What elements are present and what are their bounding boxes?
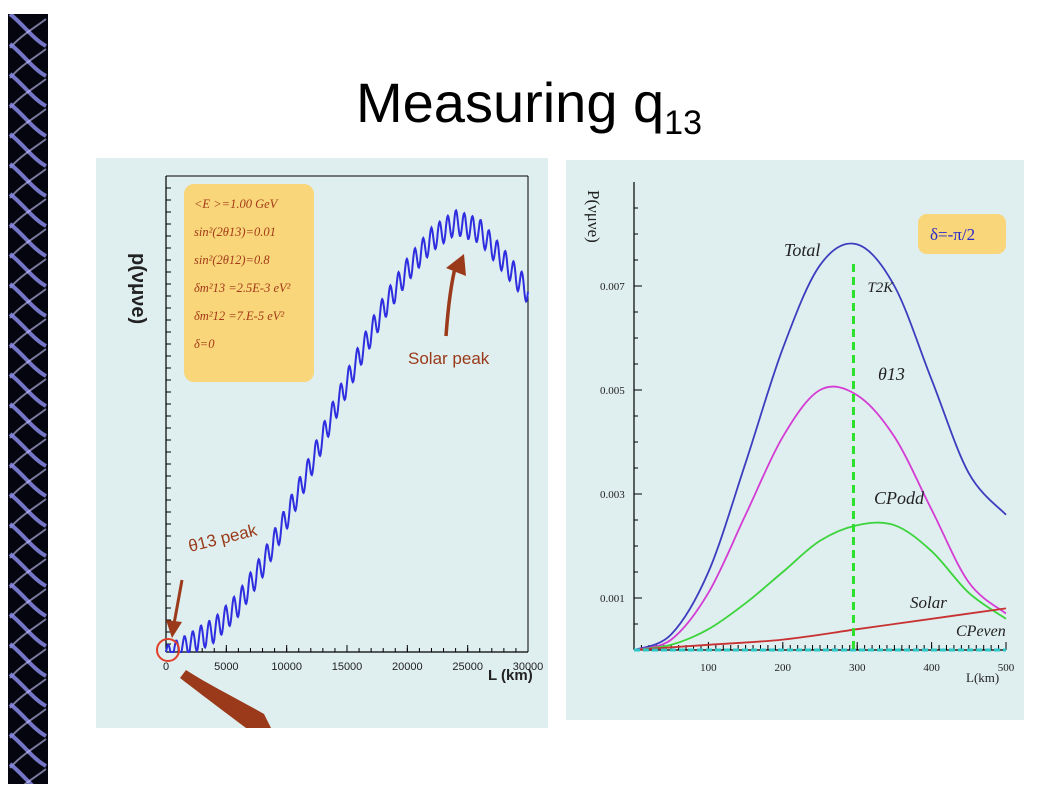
left-x-tick-label: 25000 [452, 661, 483, 673]
strip-wave [23, 768, 47, 784]
right-chart-panel: 0.001 0.003 0.005 0.007 100 200 300 400 500 P(ν… [566, 160, 1024, 720]
left-x-tick-label: 30000 [513, 661, 544, 673]
left-x-tick-label: 10000 [271, 661, 302, 673]
right-y-tick-label: 0.007 [600, 281, 625, 293]
theta13-peak-label: θ13 peak [186, 520, 259, 555]
left-x-tick-label: 5000 [214, 661, 238, 673]
title-main: Measuring q [356, 71, 665, 134]
right-x-tick-label: 100 [700, 662, 717, 674]
parameter-line: δm²12 =7.E-5 eV² [194, 309, 284, 323]
right-series-line-1 [633, 385, 1007, 651]
left-x-tick-label: 0 [163, 661, 169, 673]
parameter-line: <E >=1.00 GeV [194, 197, 279, 211]
left-ylabel: p(νμνe) [127, 253, 149, 324]
left-probability-curve [165, 208, 529, 653]
right-series-line-0 [633, 242, 1007, 651]
slide-title: Measuring q13 [0, 70, 1058, 143]
parameter-line: δm²13 =2.5E-3 eV² [194, 281, 291, 295]
right-y-tick-label: 0.001 [600, 593, 625, 605]
solar-peak-arrow [444, 263, 458, 337]
right-ylabel: P(νμνe) [584, 190, 603, 243]
bottom-arrow [180, 670, 271, 728]
theta13-peak-arrow [172, 579, 184, 625]
parameter-line: δ=0 [194, 337, 215, 351]
right-chart: 0.001 0.003 0.005 0.007 100 200 300 400 500 P(ν… [584, 182, 1015, 685]
decorative-strip [8, 14, 48, 784]
right-y-tick-label: 0.005 [600, 385, 625, 397]
right-series-line-2 [633, 521, 1007, 651]
left-x-tick-label: 15000 [332, 661, 363, 673]
theta13-peak-circle [156, 638, 180, 662]
title-subscript: 13 [664, 104, 702, 142]
t2k-label: T2K [867, 280, 894, 296]
solar-peak-label: Solar peak [408, 349, 490, 368]
right-x-tick-label: 200 [775, 662, 792, 674]
parameters-box [184, 184, 314, 382]
right-xlabel: L(km) [966, 670, 999, 685]
right-x-tick-label: 500 [998, 662, 1015, 674]
right-y-tick-label: 0.003 [600, 489, 625, 501]
solar-peak-arrowhead [446, 254, 466, 276]
right-series-line-3 [633, 607, 1007, 651]
right-x-tick-label: 300 [849, 662, 866, 674]
delta-legend-box [918, 214, 1006, 254]
right-series-label: CPeven [956, 623, 1006, 640]
left-xlabel: L (km) [488, 667, 533, 684]
delta-legend-label: δ=-π/2 [930, 225, 975, 244]
left-chart-panel: 0 5000 10000 15000 20000 25000 30000 p(νμνe) L… [96, 158, 548, 728]
right-series-label: Solar [910, 593, 947, 612]
parameter-line: sin²(2θ12)=0.8 [194, 253, 270, 267]
right-series-label: θ13 [878, 364, 905, 384]
right-series-label: Total [784, 240, 820, 260]
left-x-tick-label: 20000 [392, 661, 423, 673]
left-chart: 0 5000 10000 15000 20000 25000 30000 p(νμνe) L… [127, 175, 544, 728]
theta13-peak-arrowhead [166, 620, 182, 638]
right-x-tick-label: 400 [923, 662, 940, 674]
parameter-line: sin²(2θ13)=0.01 [194, 225, 276, 239]
right-series-label: CPodd [874, 488, 925, 508]
